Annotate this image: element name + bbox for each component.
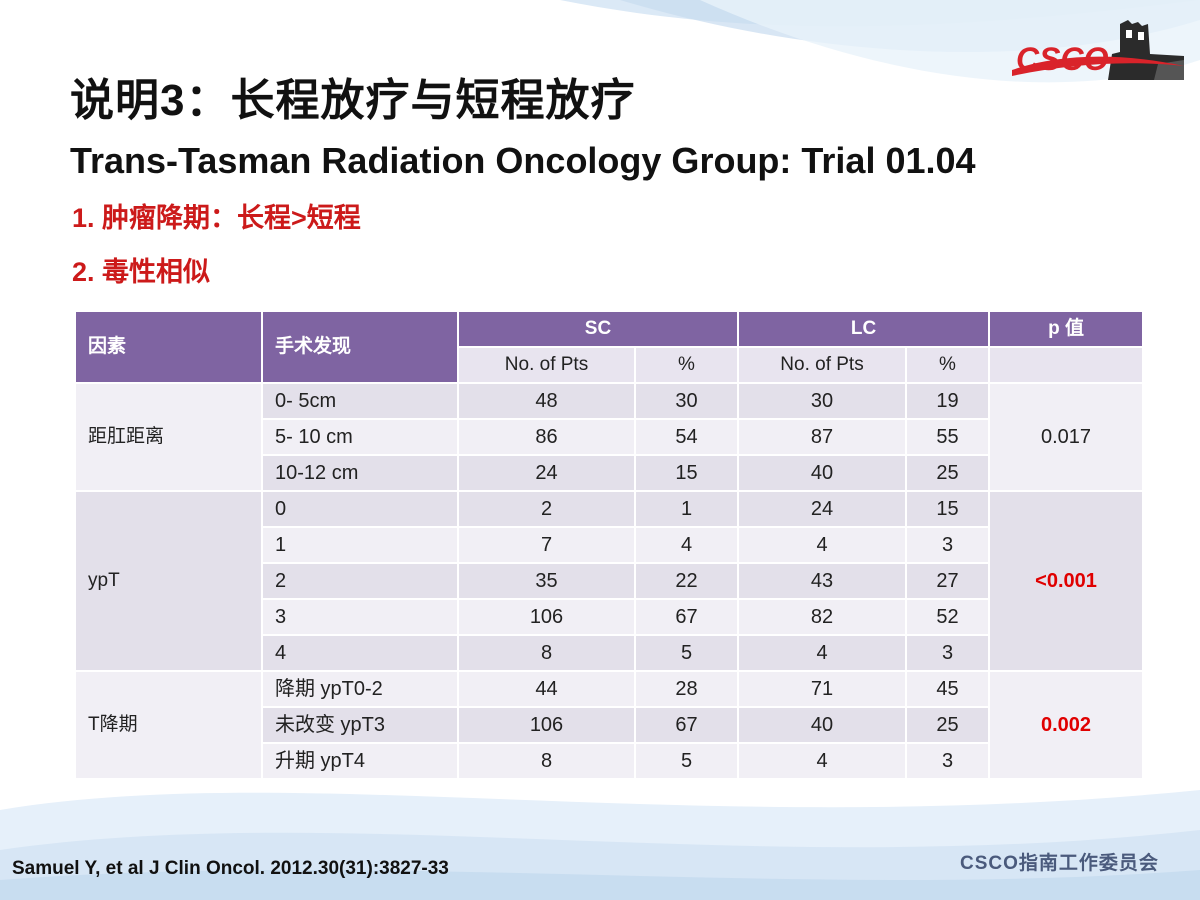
lc-percent-cell: 55 [904,418,991,456]
p-value-cell: 0.017 [988,382,1145,492]
sc-percent-cell: 28 [634,670,739,708]
factor-cell: ypT [74,490,263,672]
sc-percent-cell: 22 [634,562,739,600]
sc-count-cell: 35 [457,562,636,600]
sc-count-cell: 106 [457,706,636,744]
header-sc: SC [457,310,739,348]
table-row: 10-12 cm 24 15 40 25 [75,454,1143,492]
table-row: 1 7 4 4 3 [75,526,1143,564]
table-row: ypT 0 2 1 24 15 <0.001 [74,490,1145,672]
table-row: 3 106 67 82 52 [75,598,1143,636]
finding-cell: 10-12 cm [261,454,459,492]
factor-cell: T降期 [74,670,263,780]
sc-percent-cell: 4 [634,526,739,564]
sc-percent-cell: 5 [634,742,739,780]
sc-count-cell: 8 [457,742,636,780]
lc-percent-cell: 3 [904,634,991,672]
sc-count-cell: 2 [457,490,636,528]
lc-count-cell: 43 [737,562,907,600]
subheader-lc-percent: % [904,346,991,384]
key-point-1: 1. 肿瘤降期：长程>短程 [72,203,361,233]
header-finding: 手术发现 [261,310,459,384]
logo-text: CSCO [1016,41,1109,77]
sc-percent-cell: 30 [634,382,739,420]
page-subtitle: Trans-Tasman Radiation Oncology Group: T… [70,140,976,181]
table-row: 未改变 ypT3 106 67 40 25 [75,706,1143,744]
p-value-cell: <0.001 [988,490,1145,672]
subheader-lc-count: No. of Pts [737,346,907,384]
subheader-sc-percent: % [634,346,739,384]
finding-cell: 4 [261,634,459,672]
finding-cell: 未改变 ypT3 [261,706,459,744]
lc-percent-cell: 27 [904,562,991,600]
lc-count-cell: 40 [737,706,907,744]
header-lc: LC [736,310,991,348]
page-title: 说明3：长程放疗与短程放疗 [70,76,636,125]
sc-percent-cell: 67 [634,598,739,636]
lc-percent-cell: 19 [904,382,991,420]
lc-count-cell: 4 [737,742,907,780]
finding-cell: 0- 5cm [261,382,459,420]
lc-percent-cell: 25 [904,454,991,492]
lc-percent-cell: 3 [904,742,991,780]
sc-percent-cell: 5 [634,634,739,672]
results-table: 因素 手术发现 SC LC p 值 No. of Pts % No. of Pt… [74,310,1145,780]
lc-percent-cell: 25 [904,706,991,744]
sc-percent-cell: 15 [634,454,739,492]
lc-count-cell: 30 [737,382,907,420]
sc-count-cell: 24 [457,454,636,492]
table-row: 4 8 5 4 3 [75,634,1143,672]
lc-count-cell: 82 [737,598,907,636]
sc-count-cell: 8 [457,634,636,672]
table-row: 升期 ypT4 8 5 4 3 [75,742,1143,780]
lc-count-cell: 71 [737,670,907,708]
finding-cell: 升期 ypT4 [261,742,459,780]
lc-count-cell: 40 [737,454,907,492]
sc-count-cell: 48 [457,382,636,420]
sc-count-cell: 44 [457,670,636,708]
citation: Samuel Y, et al J Clin Oncol. 2012.30(31… [12,858,449,879]
factor-cell: 距肛距离 [74,382,263,492]
lc-percent-cell: 3 [904,526,991,564]
subheader-p-blank [988,346,1145,384]
table-row: 2 35 22 43 27 [75,562,1143,600]
finding-cell: 降期 ypT0-2 [261,670,459,708]
lc-count-cell: 87 [737,418,907,456]
finding-cell: 2 [261,562,459,600]
p-value-cell: 0.002 [988,670,1145,780]
table-row: 距肛距离 0- 5cm 48 30 30 19 0.017 [74,382,1145,492]
table-row: T降期 降期 ypT0-2 44 28 71 45 0.002 [74,670,1145,780]
lc-count-cell: 4 [737,634,907,672]
csco-logo: CSCO [1012,20,1184,80]
lc-percent-cell: 45 [904,670,991,708]
lc-count-cell: 4 [737,526,907,564]
committee-label: CSCO指南工作委员会 [960,853,1159,874]
lc-percent-cell: 52 [904,598,991,636]
sc-percent-cell: 1 [634,490,739,528]
sc-count-cell: 106 [457,598,636,636]
sc-count-cell: 86 [457,418,636,456]
lc-count-cell: 24 [737,490,907,528]
key-point-2: 2. 毒性相似 [72,257,211,287]
header-p-value: p 值 [988,310,1145,348]
table-row: 5- 10 cm 86 54 87 55 [75,418,1143,456]
sc-count-cell: 7 [457,526,636,564]
subheader-sc-count: No. of Pts [457,346,636,384]
finding-cell: 1 [261,526,459,564]
sc-percent-cell: 67 [634,706,739,744]
lc-percent-cell: 15 [904,490,991,528]
finding-cell: 3 [261,598,459,636]
sc-percent-cell: 54 [634,418,739,456]
finding-cell: 0 [261,490,459,528]
header-factor: 因素 [74,310,263,384]
finding-cell: 5- 10 cm [261,418,459,456]
